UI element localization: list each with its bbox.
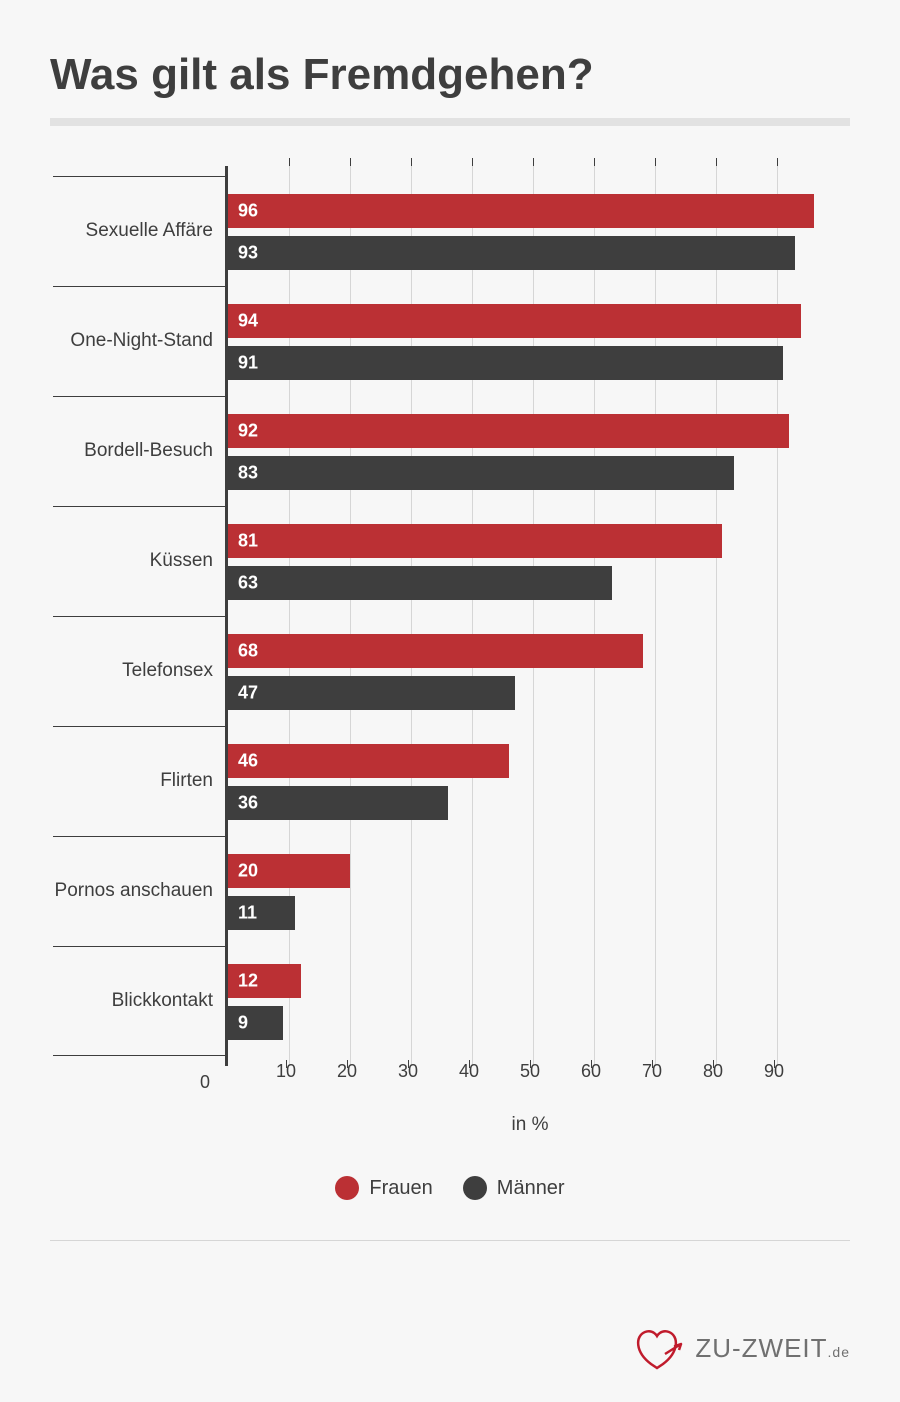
bar-frauen: 46 — [228, 744, 509, 778]
category-label: Bordell-Besuch — [53, 440, 213, 462]
bar-frauen: 96 — [228, 194, 814, 228]
bar-maenner: 11 — [228, 896, 295, 930]
category-divider — [53, 286, 228, 287]
bar-value-label: 93 — [238, 243, 258, 264]
bar-value-label: 20 — [238, 861, 258, 882]
bar-maenner: 93 — [228, 236, 795, 270]
category-group: Blickkontakt129 — [228, 946, 835, 1056]
x-tick-label: 50 — [510, 1061, 550, 1082]
category-group: Flirten4636 — [228, 726, 835, 836]
bar-value-label: 68 — [238, 641, 258, 662]
bar-value-label: 83 — [238, 463, 258, 484]
bar-frauen: 20 — [228, 854, 350, 888]
bar-value-label: 81 — [238, 531, 258, 552]
bar-value-label: 96 — [238, 201, 258, 222]
bar-maenner: 9 — [228, 1006, 283, 1040]
category-label: Flirten — [53, 770, 213, 792]
bar-maenner: 36 — [228, 786, 448, 820]
category-group: Bordell-Besuch9283 — [228, 396, 835, 506]
bar-maenner: 47 — [228, 676, 515, 710]
x-tick-label: 20 — [327, 1061, 367, 1082]
x-tick-top — [289, 158, 290, 166]
x-tick-top — [716, 158, 717, 166]
x-tick-top — [777, 158, 778, 166]
brand-logo: ZU-ZWEIT.de — [631, 1324, 850, 1372]
bar-frauen: 81 — [228, 524, 722, 558]
bar-value-label: 92 — [238, 421, 258, 442]
bar-value-label: 36 — [238, 793, 258, 814]
heart-icon — [631, 1324, 687, 1372]
category-divider — [53, 176, 228, 177]
logo-text-main: ZU-ZWEIT — [695, 1333, 827, 1363]
bar-value-label: 91 — [238, 353, 258, 374]
category-divider — [53, 726, 228, 727]
x-tick-top — [350, 158, 351, 166]
category-group: One-Night-Stand9491 — [228, 286, 835, 396]
x-tick-top — [472, 158, 473, 166]
category-label: One-Night-Stand — [53, 330, 213, 352]
legend-label-frauen: Frauen — [369, 1177, 432, 1200]
category-label: Blickkontakt — [53, 990, 213, 1012]
category-divider — [53, 1055, 228, 1056]
legend-label-maenner: Männer — [497, 1177, 565, 1200]
category-divider — [53, 396, 228, 397]
bar-maenner: 83 — [228, 456, 734, 490]
x-tick-label: 80 — [693, 1061, 733, 1082]
category-divider — [53, 616, 228, 617]
bar-maenner: 63 — [228, 566, 612, 600]
bar-value-label: 94 — [238, 311, 258, 332]
category-group: Pornos anschauen2011 — [228, 836, 835, 946]
category-label: Telefonsex — [53, 660, 213, 682]
bar-value-label: 11 — [238, 903, 257, 924]
title-underline — [50, 118, 850, 126]
footer-divider — [50, 1240, 850, 1241]
x-tick-label: 30 — [388, 1061, 428, 1082]
x-tick-top — [411, 158, 412, 166]
plot-area: Sexuelle Affäre9693One-Night-Stand9491Bo… — [225, 166, 835, 1066]
bar-frauen: 12 — [228, 964, 301, 998]
x-tick-label: 60 — [571, 1061, 611, 1082]
bar-value-label: 63 — [238, 573, 258, 594]
bar-chart: Sexuelle Affäre 96 93 One-Night-Stand 94 91 Bo… — [50, 156, 850, 1136]
legend-swatch-frauen — [335, 1176, 359, 1200]
x-tick-label: 90 — [754, 1061, 794, 1082]
bar-frauen: 92 — [228, 414, 789, 448]
category-divider — [53, 946, 228, 947]
infographic-container: Was gilt als Fremdgehen? Sexuelle Affäre… — [0, 0, 900, 1402]
bar-value-label: 46 — [238, 751, 258, 772]
x-axis-title: in % — [225, 1114, 835, 1136]
category-group: Küssen8163 — [228, 506, 835, 616]
category-group: Sexuelle Affäre9693 — [228, 176, 835, 286]
x-tick-top — [655, 158, 656, 166]
chart-title: Was gilt als Fremdgehen? — [50, 50, 850, 100]
logo-text-suffix: .de — [828, 1344, 850, 1360]
bar-frauen: 94 — [228, 304, 801, 338]
x-tick-top — [533, 158, 534, 166]
logo-text: ZU-ZWEIT.de — [695, 1333, 850, 1364]
category-divider — [53, 506, 228, 507]
x-tick-label: 10 — [266, 1061, 306, 1082]
x-tick-label: 40 — [449, 1061, 489, 1082]
legend-item-maenner: Männer — [463, 1176, 565, 1200]
x-tick-label: 70 — [632, 1061, 672, 1082]
x-tick-top — [594, 158, 595, 166]
bar-value-label: 12 — [238, 971, 258, 992]
legend: Frauen Männer — [50, 1176, 850, 1200]
bar-value-label: 47 — [238, 683, 258, 704]
category-divider — [53, 836, 228, 837]
bar-frauen: 68 — [228, 634, 643, 668]
category-label: Küssen — [53, 550, 213, 572]
bar-maenner: 91 — [228, 346, 783, 380]
legend-swatch-maenner — [463, 1176, 487, 1200]
bar-value-label: 9 — [238, 1013, 248, 1034]
legend-item-frauen: Frauen — [335, 1176, 432, 1200]
x-tick-label-0: 0 — [200, 1072, 210, 1093]
category-label: Sexuelle Affäre — [53, 220, 213, 242]
category-label: Pornos anschauen — [53, 880, 213, 902]
category-group: Telefonsex6847 — [228, 616, 835, 726]
